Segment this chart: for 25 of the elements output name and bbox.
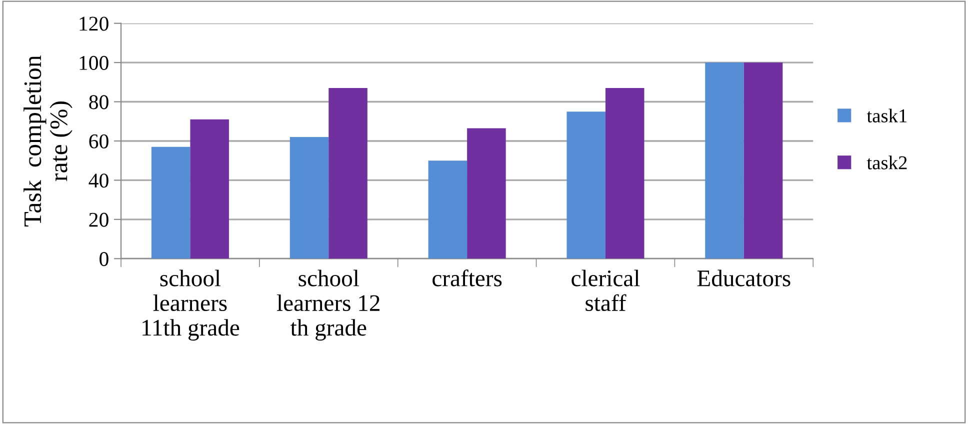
y-tick-label: 0: [100, 252, 108, 266]
bar: [467, 128, 506, 259]
y-tick-label: 120: [80, 16, 108, 31]
x-tick-label: Educators: [697, 270, 790, 286]
bar: [428, 160, 468, 259]
y-axis-title: Task completion rate (%): [24, 55, 72, 226]
y-tick-label: 20: [89, 212, 108, 227]
bar: [151, 146, 190, 259]
bar: [190, 119, 229, 259]
bar: [328, 88, 368, 259]
x-tick-label: school learners 11th grade: [142, 270, 240, 341]
y-tick-label: 80: [89, 95, 108, 110]
x-tick-label: clerical staff: [572, 270, 640, 312]
bar: [290, 137, 329, 259]
y-tick-label: 60: [89, 134, 108, 148]
y-tick-label: 100: [80, 56, 108, 70]
bar: [744, 62, 783, 259]
legend-label: task1: [866, 108, 907, 122]
bar: [705, 62, 744, 259]
y-tick-label: 40: [88, 174, 108, 188]
x-tick-label: school learners 12 th grade: [276, 270, 380, 341]
bar: [605, 88, 644, 259]
x-tick-label: crafters: [432, 270, 502, 286]
legend-label: task2: [866, 156, 907, 170]
bar: [566, 112, 606, 259]
